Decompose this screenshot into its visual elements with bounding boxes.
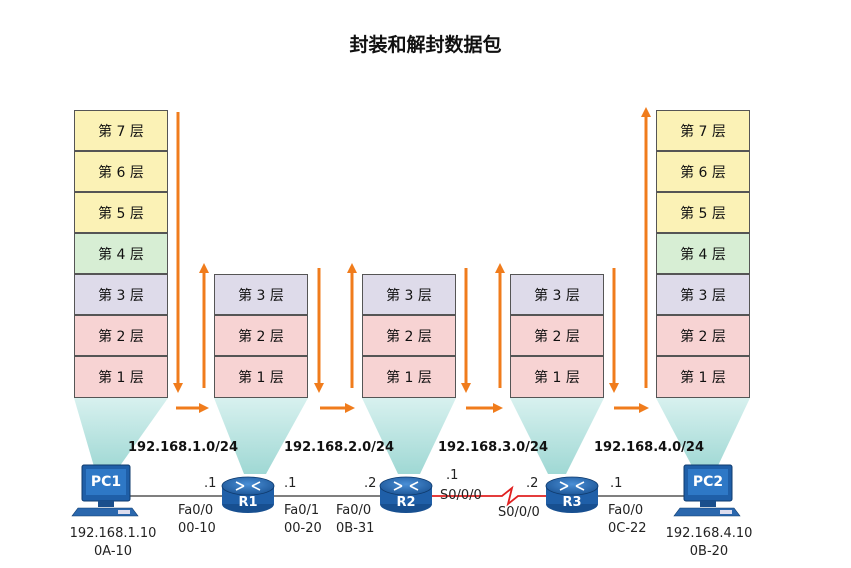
r3-s000-host: .2 bbox=[526, 476, 539, 491]
r2-layer-2: 第 2 层 bbox=[362, 315, 456, 356]
r1-fa00-mac: 00-10 bbox=[178, 521, 216, 536]
r1-fa00-host: .1 bbox=[204, 476, 217, 491]
r2-name: R2 bbox=[396, 495, 416, 510]
r1-beam bbox=[214, 398, 308, 474]
pc2-mac: 0B-20 bbox=[689, 544, 729, 559]
pc1-layer-2: 第 2 层 bbox=[74, 315, 168, 356]
pc2-computer-icon bbox=[673, 464, 741, 517]
r1-layer-2: 第 2 层 bbox=[214, 315, 308, 356]
router-r1-icon bbox=[221, 476, 275, 513]
r3-layer-2: 第 2 层 bbox=[510, 315, 604, 356]
r3-beam bbox=[510, 398, 604, 474]
r2-layer-3: 第 3 层 bbox=[362, 274, 456, 315]
pc1-layer-1: 第 1 层 bbox=[74, 356, 168, 398]
r1-fa01-host: .1 bbox=[284, 476, 297, 491]
pc2-layer-4: 第 4 层 bbox=[656, 233, 750, 274]
pc2-layer-3: 第 3 层 bbox=[656, 274, 750, 315]
r3-fa00-mac: 0C-22 bbox=[608, 521, 647, 536]
pc1-ip: 192.168.1.10 bbox=[69, 526, 157, 541]
r2-fa00-mac: 0B-31 bbox=[336, 521, 375, 536]
pc1-name: PC1 bbox=[90, 474, 122, 490]
pc2-beam bbox=[656, 398, 750, 470]
pc1-layer-4: 第 4 层 bbox=[74, 233, 168, 274]
pc1-layer-6: 第 6 层 bbox=[74, 151, 168, 192]
pc2-layer-6: 第 6 层 bbox=[656, 151, 750, 192]
r3-fa00-name: Fa0/0 bbox=[608, 503, 644, 518]
r1-fa01-name: Fa0/1 bbox=[284, 503, 320, 518]
r3-fa00-host: .1 bbox=[610, 476, 623, 491]
r1-fa01-mac: 00-20 bbox=[284, 521, 322, 536]
pc1-layer-3: 第 3 层 bbox=[74, 274, 168, 315]
link-r2-r3-serial bbox=[432, 485, 548, 507]
r2-s000-host: .1 bbox=[446, 468, 459, 483]
r3-name: R3 bbox=[562, 495, 582, 510]
router-r3-icon bbox=[545, 476, 599, 513]
r1-layer-3: 第 3 层 bbox=[214, 274, 308, 315]
network-label-3: 192.168.3.0/24 bbox=[438, 440, 549, 455]
r3-layer-1: 第 1 层 bbox=[510, 356, 604, 398]
pc2-layer-7: 第 7 层 bbox=[656, 110, 750, 151]
r2-layer-1: 第 1 层 bbox=[362, 356, 456, 398]
pc2-layer-2: 第 2 层 bbox=[656, 315, 750, 356]
r1-name: R1 bbox=[238, 495, 258, 510]
pc2-ip: 192.168.4.10 bbox=[665, 526, 753, 541]
pc1-mac: 0A-10 bbox=[93, 544, 133, 559]
pc2-layer-1: 第 1 层 bbox=[656, 356, 750, 398]
r3-s000-name: S0/0/0 bbox=[498, 505, 540, 520]
router-r2-icon bbox=[379, 476, 433, 513]
r2-fa00-name: Fa0/0 bbox=[336, 503, 372, 518]
pc1-computer-icon bbox=[71, 464, 139, 517]
r3-layer-3: 第 3 层 bbox=[510, 274, 604, 315]
r2-s000-name: S0/0/0 bbox=[440, 488, 482, 503]
r2-fa00-host: .2 bbox=[364, 476, 377, 491]
pc2-layer-5: 第 5 层 bbox=[656, 192, 750, 233]
r2-beam bbox=[362, 398, 456, 474]
pc1-layer-5: 第 5 层 bbox=[74, 192, 168, 233]
page-title: 封装和解封数据包 bbox=[349, 34, 502, 56]
pc1-layer-7: 第 7 层 bbox=[74, 110, 168, 151]
pc1-beam bbox=[74, 398, 168, 470]
pc2-name: PC2 bbox=[692, 474, 724, 490]
network-label-2: 192.168.2.0/24 bbox=[284, 440, 395, 455]
r1-fa00-name: Fa0/0 bbox=[178, 503, 214, 518]
r1-layer-1: 第 1 层 bbox=[214, 356, 308, 398]
network-label-4: 192.168.4.0/24 bbox=[594, 440, 705, 455]
network-label-1: 192.168.1.0/24 bbox=[128, 440, 239, 455]
